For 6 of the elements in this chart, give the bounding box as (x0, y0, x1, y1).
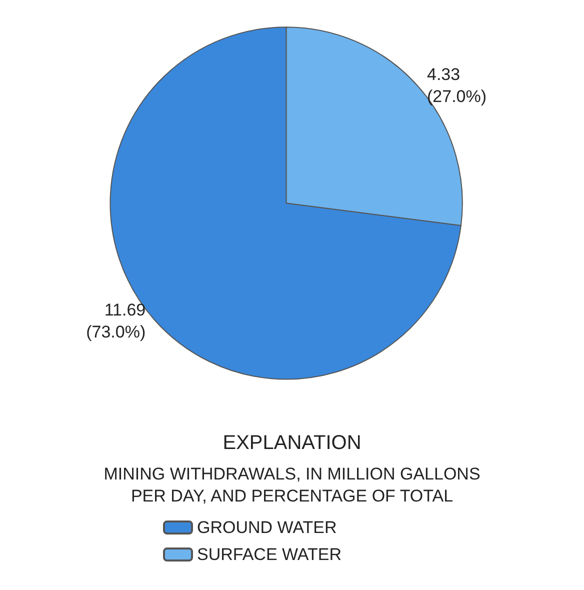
legend-title: EXPLANATION (222, 432, 362, 454)
legend-label: GROUND WATER (197, 518, 337, 537)
text: MINING WITHDRAWALS, IN MILLION GALLONS PER DAY, AND PERCENTAGE OF TOTAL (104, 464, 480, 506)
data-label: 11.69 (73.0%) (86, 300, 146, 342)
legend-label: SURFACE WATER (197, 545, 342, 564)
data-label: 4.33 (27.0%) (427, 65, 487, 106)
